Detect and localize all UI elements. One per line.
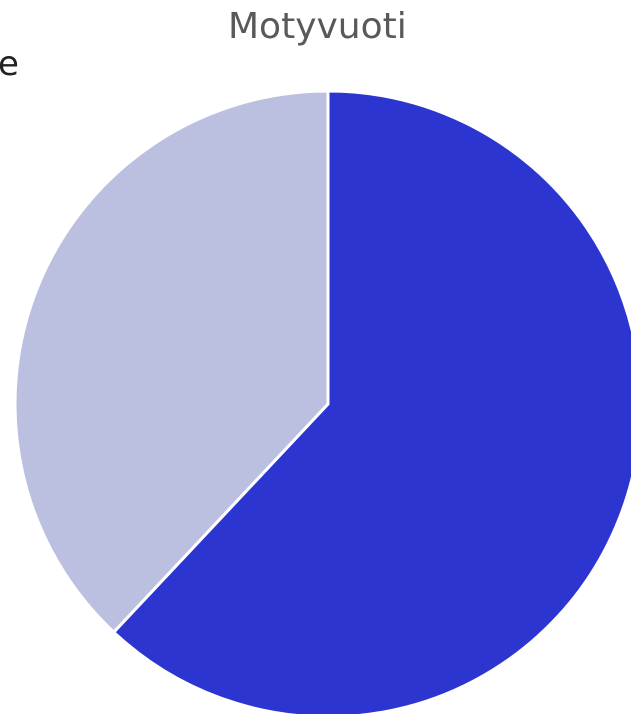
pie-slice-1 [112,89,631,714]
pie-slice-2 [13,89,330,634]
chart-title: Motyvuoti [228,6,407,47]
partial-side-label: e [0,44,19,84]
